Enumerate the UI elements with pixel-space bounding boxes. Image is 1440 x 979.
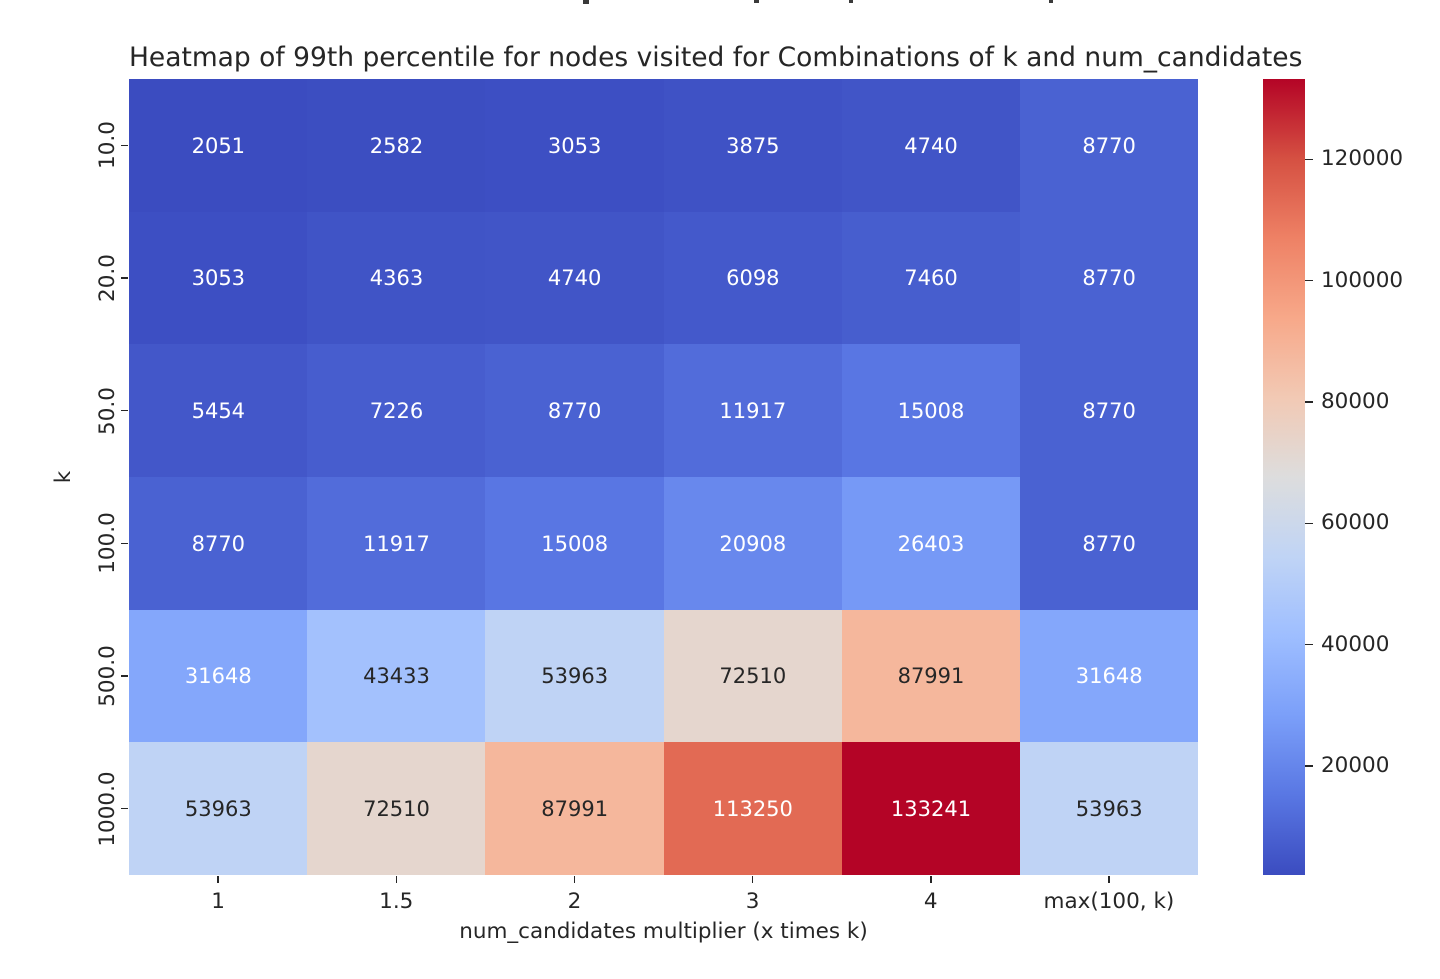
clipped-text-fragment [1049, 0, 1053, 3]
heatmap-cell: 3053 [485, 79, 664, 213]
heatmap-cell: 72510 [307, 742, 486, 876]
x-tick-mark [751, 876, 754, 883]
chart-title: Heatmap of 99th percentile for nodes vis… [129, 42, 1303, 73]
colorbar-tick-mark [1305, 765, 1313, 767]
colorbar-tick-mark [1305, 279, 1313, 282]
y-tick-mark [121, 144, 128, 147]
y-tick-mark [121, 277, 128, 279]
heatmap-cell: 43433 [307, 609, 486, 743]
x-tick-mark [217, 876, 219, 883]
clipped-text-fragment [754, 0, 759, 3]
heatmap-cell: 26403 [841, 477, 1021, 611]
heatmap-cell: 31648 [129, 609, 308, 743]
y-tick-label: 50.0 [95, 386, 120, 435]
heatmap-cell: 5454 [129, 344, 308, 478]
y-tick-mark [121, 542, 128, 545]
heatmap-cell: 72510 [663, 609, 843, 743]
x-tick-label: 1 [211, 889, 225, 914]
heatmap-cell: 11917 [307, 477, 486, 611]
x-tick-mark [573, 876, 576, 883]
heatmap-cell: 2582 [307, 79, 486, 213]
x-tick-label: 2 [567, 889, 582, 914]
y-tick-label: 500.0 [95, 645, 120, 707]
heatmap-cell: 2051 [129, 79, 308, 213]
x-axis-label: num_candidates multiplier (x times k) [459, 919, 868, 944]
y-tick-label: 100.0 [95, 512, 120, 575]
heatmap-cell: 53963 [485, 609, 664, 743]
y-tick-label: 10.0 [95, 121, 120, 170]
clipped-text-fragment [583, 0, 589, 4]
heatmap-cell: 87991 [841, 609, 1021, 743]
x-tick-label: 1.5 [379, 889, 414, 914]
y-axis-label: k [51, 470, 76, 484]
heatmap-cell: 3875 [663, 79, 843, 213]
heatmap-cell: 4740 [485, 211, 664, 345]
y-tick-label: 1000.0 [95, 771, 120, 847]
colorbar-tick-label: 100000 [1321, 267, 1404, 293]
heatmap-cell: 6098 [663, 211, 843, 345]
heatmap-cell: 8770 [1019, 344, 1199, 478]
heatmap-cell: 4740 [841, 79, 1021, 213]
colorbar-tick-label: 40000 [1321, 631, 1390, 657]
y-tick-mark [121, 675, 128, 677]
colorbar-tick-mark [1305, 401, 1313, 403]
colorbar-tick-mark [1305, 643, 1313, 646]
heatmap-cell: 8770 [129, 477, 308, 611]
x-tick-label: max(100, k) [1043, 889, 1175, 914]
x-tick-label: 3 [745, 889, 760, 914]
heatmap-cell: 15008 [485, 477, 664, 611]
heatmap-cell: 53963 [129, 742, 308, 876]
heatmap-cell: 20908 [663, 477, 843, 611]
colorbar-tick-mark [1305, 522, 1313, 525]
heatmap-cell: 4363 [307, 211, 486, 345]
y-tick-mark [121, 807, 128, 810]
x-tick-mark [395, 876, 397, 883]
heatmap-cell: 53963 [1019, 742, 1199, 876]
x-tick-mark [930, 876, 932, 883]
y-tick-label: 20.0 [95, 254, 120, 302]
heatmap-cell: 8770 [1019, 211, 1199, 345]
heatmap-cell: 7226 [307, 344, 486, 478]
clipped-text-fragment [849, 0, 853, 3]
colorbar [1263, 79, 1305, 875]
heatmap-cell: 11917 [663, 344, 843, 478]
colorbar-tick-label: 20000 [1321, 753, 1390, 779]
x-tick-label: 4 [923, 889, 938, 914]
heatmap-cell: 3053 [129, 211, 308, 345]
heatmap-cell: 8770 [485, 344, 664, 478]
heatmap-cell: 7460 [841, 211, 1021, 345]
colorbar-tick-label: 120000 [1321, 146, 1404, 172]
colorbar-tick-label: 60000 [1321, 510, 1390, 536]
heatmap-cell: 15008 [841, 344, 1021, 478]
colorbar-tick-mark [1305, 158, 1313, 161]
heatmap-cell: 8770 [1019, 79, 1199, 213]
heatmap-cell: 113250 [663, 742, 843, 876]
heatmap-cell: 31648 [1019, 609, 1199, 743]
colorbar-tick-label: 80000 [1321, 389, 1390, 415]
heatmap-cell: 8770 [1019, 477, 1199, 611]
heatmap-cell: 87991 [485, 742, 664, 876]
x-tick-mark [1108, 876, 1110, 883]
y-tick-mark [121, 409, 128, 412]
heatmap-cell: 133241 [841, 742, 1021, 876]
